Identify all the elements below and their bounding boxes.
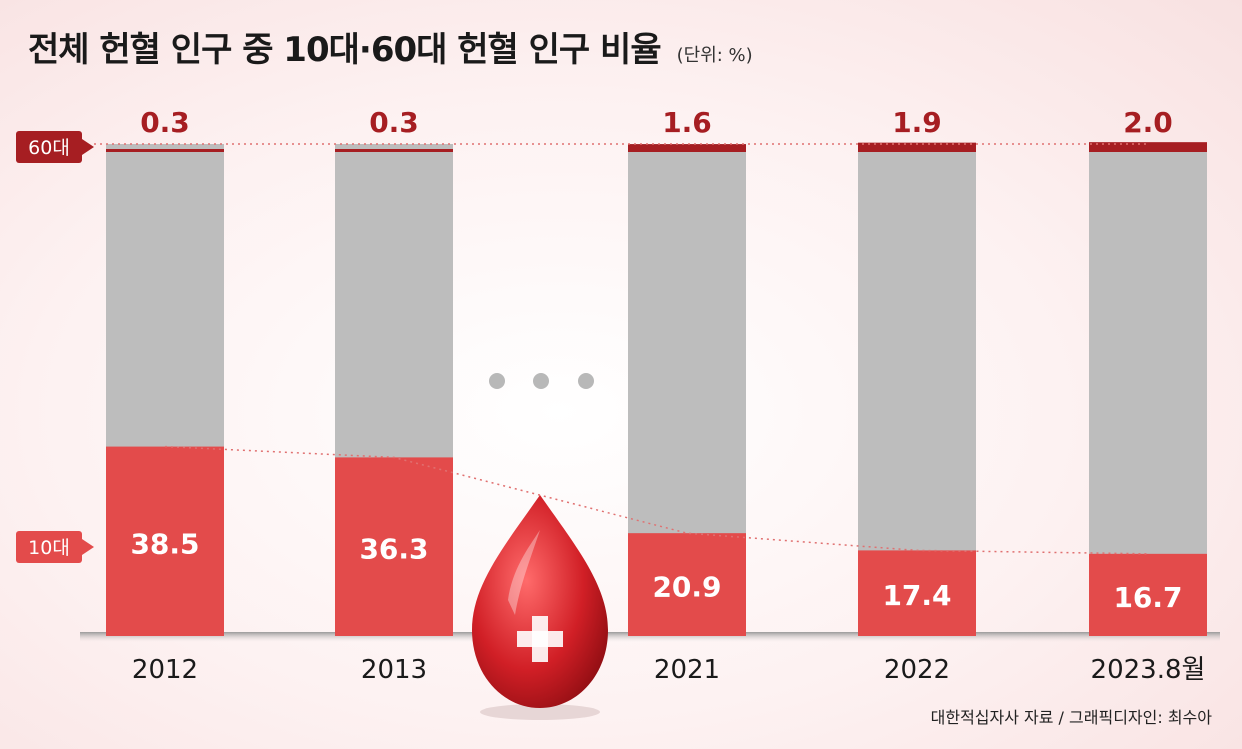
label-10s-2: 20.9 xyxy=(652,571,721,604)
source-credit: 대한적십자사 자료 / 그래픽디자인: 최수아 xyxy=(930,708,1212,727)
trend-lines xyxy=(94,143,1149,555)
label-60s-4: 2.0 xyxy=(1123,106,1173,139)
bar-60s-0 xyxy=(106,149,224,152)
x-tick-0: 2012 xyxy=(132,655,198,685)
baseline-shadow xyxy=(80,632,1220,642)
x-tick-4: 2023.8월 xyxy=(1091,655,1206,685)
bar-10s-3 xyxy=(858,550,976,636)
x-tick-1: 2013 xyxy=(361,655,427,685)
bar-60s-2 xyxy=(628,144,746,152)
label-10s-4: 16.7 xyxy=(1113,581,1182,614)
label-60s-0: 0.3 xyxy=(140,106,190,139)
blood-drop-icon xyxy=(472,495,608,720)
labels-group: 38.5 0.3 2012 36.3 0.3 2013 20.9 1.6 2021 17.4 1.9… xyxy=(130,106,1205,685)
ellipsis-dot xyxy=(533,373,549,389)
legend-10s-label: 10대 xyxy=(28,537,70,559)
label-10s-3: 17.4 xyxy=(882,579,951,612)
bar-60s-4 xyxy=(1089,142,1207,152)
x-tick-2: 2021 xyxy=(654,655,720,685)
bar-60s-1 xyxy=(335,149,453,152)
bars-group xyxy=(106,142,1207,636)
label-60s-3: 1.9 xyxy=(892,106,942,139)
x-tick-3: 2022 xyxy=(884,655,950,685)
legend-60s-label: 60대 xyxy=(28,137,70,159)
bar-10s-0 xyxy=(106,446,224,636)
bar-10s-4 xyxy=(1089,553,1207,636)
label-60s-2: 1.6 xyxy=(662,106,712,139)
ellipsis-dot xyxy=(489,373,505,389)
bar-60s-3 xyxy=(858,142,976,152)
label-60s-1: 0.3 xyxy=(369,106,419,139)
title-row: 전체 헌혈 인구 중 10대·60대 헌혈 인구 비율 (단위: %) xyxy=(28,22,753,71)
label-10s-1: 36.3 xyxy=(359,533,428,566)
legend-60s: 60대 xyxy=(16,131,94,163)
legend-10s: 10대 xyxy=(16,531,94,563)
ellipsis-dot xyxy=(578,373,594,389)
bar-10s-2 xyxy=(628,533,746,636)
unit-label: (단위: %) xyxy=(676,45,753,66)
chart-title: 전체 헌혈 인구 중 10대·60대 헌혈 인구 비율 xyxy=(28,30,662,70)
bar-10s-1 xyxy=(335,457,453,636)
label-10s-0: 38.5 xyxy=(130,527,199,560)
